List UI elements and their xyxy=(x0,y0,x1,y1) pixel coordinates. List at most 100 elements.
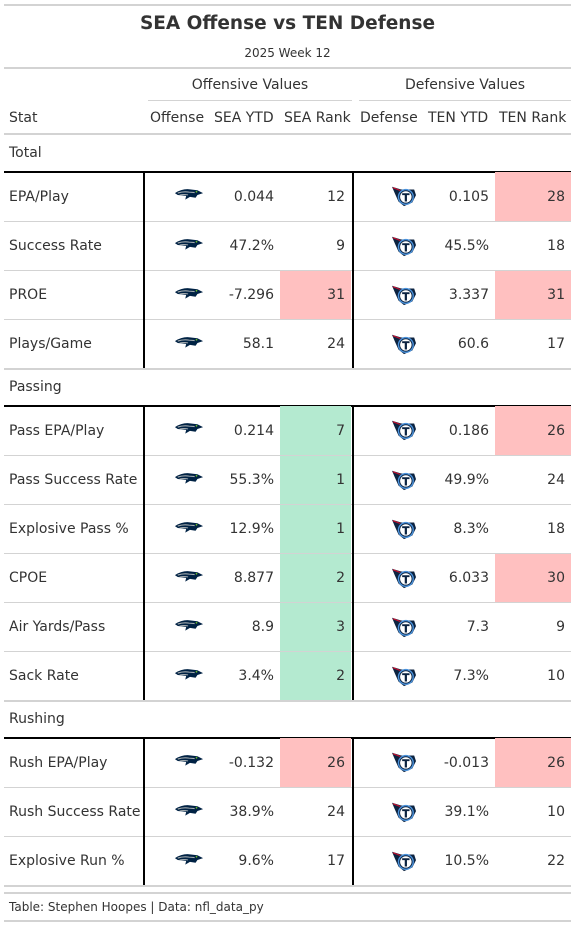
col-header-offense: Offense xyxy=(150,110,205,126)
ten-rank-value: 24 xyxy=(547,472,565,488)
stat-label: Success Rate xyxy=(9,238,102,254)
ten-ytd-value: 45.5% xyxy=(444,238,489,254)
offense-divider xyxy=(143,405,145,700)
titans-logo-icon xyxy=(390,418,418,442)
seahawks-logo-icon xyxy=(174,566,204,590)
offensive-values-spanner: Offensive Values xyxy=(191,77,309,93)
titans-logo-icon xyxy=(390,750,418,774)
ten-rank-value: 28 xyxy=(495,172,571,221)
seahawks-logo-icon xyxy=(174,517,204,541)
ten-ytd-value: 0.105 xyxy=(448,188,489,205)
sea-ytd-value: 55.3% xyxy=(229,472,274,488)
column-header-rule xyxy=(4,133,571,135)
titans-logo-icon xyxy=(390,849,418,873)
table-row: Rush EPA/Play -0.132 26 -0.013 26 xyxy=(4,738,571,787)
ten-ytd-value: 0.186 xyxy=(448,422,489,439)
table-row: Plays/Game 58.1 24 60.6 17 xyxy=(4,319,571,368)
offensive-spanner-line xyxy=(148,100,352,101)
sea-ytd-value: 8.877 xyxy=(233,570,274,586)
source-note: Table: Stephen Hoopes | Data: nfl_data_p… xyxy=(9,900,264,914)
ten-rank-value: 18 xyxy=(547,521,565,537)
sea-ytd-value: 8.9 xyxy=(251,619,274,635)
sea-rank-value: 7 xyxy=(280,406,351,455)
group-bottom-rule xyxy=(4,368,571,370)
stat-label: Pass EPA/Play xyxy=(9,422,105,439)
table-row: Air Yards/Pass 8.9 3 7.3 9 xyxy=(4,602,571,651)
table-row: PROE -7.296 31 3.337 31 xyxy=(4,270,571,319)
seahawks-logo-icon xyxy=(174,234,204,258)
group-bottom-rule xyxy=(4,700,571,702)
sea-ytd-value: 58.1 xyxy=(242,336,274,352)
group-bottom-rule xyxy=(4,885,571,887)
ten-ytd-value: 7.3 xyxy=(466,619,489,635)
titans-logo-icon xyxy=(390,234,418,258)
seahawks-logo-icon xyxy=(174,849,204,873)
table-row: Explosive Pass % 12.9% 1 8.3% 18 xyxy=(4,504,571,553)
table-row: Success Rate 47.2% 9 45.5% 18 xyxy=(4,221,571,270)
seahawks-logo-icon xyxy=(174,418,204,442)
table-row: Pass Success Rate 55.3% 1 49.9% 24 xyxy=(4,455,571,504)
col-header-ten-ytd: TEN YTD xyxy=(428,110,489,126)
titans-logo-icon xyxy=(390,664,418,688)
sea-rank-value: 1 xyxy=(280,505,351,553)
col-header-sea-ytd: SEA YTD xyxy=(214,110,274,126)
stat-label: Rush Success Rate xyxy=(9,804,141,820)
sea-rank-value: 24 xyxy=(327,804,345,820)
offense-divider xyxy=(143,737,145,885)
table-subtitle: 2025 Week 12 xyxy=(244,46,331,60)
sea-ytd-value: -0.132 xyxy=(228,754,274,771)
seahawks-logo-icon xyxy=(174,615,204,639)
sea-ytd-value: 0.044 xyxy=(233,188,274,205)
stat-label: Pass Success Rate xyxy=(9,472,138,488)
ten-ytd-value: 39.1% xyxy=(444,804,489,820)
table-row: CPOE 8.877 2 6.033 30 xyxy=(4,553,571,602)
titans-logo-icon xyxy=(390,332,418,356)
ten-rank-value: 10 xyxy=(547,668,565,684)
ten-rank-value: 10 xyxy=(547,804,565,820)
ten-ytd-value: 6.033 xyxy=(448,570,489,586)
ten-rank-value: 30 xyxy=(495,554,571,602)
group-label-passing: Passing xyxy=(9,379,62,395)
footer-top-rule xyxy=(4,892,571,894)
titans-logo-icon xyxy=(390,468,418,492)
titans-logo-icon xyxy=(390,517,418,541)
col-header-stat: Stat xyxy=(9,110,38,126)
ten-rank-value: 31 xyxy=(495,271,571,319)
ten-ytd-value: 3.337 xyxy=(448,287,489,303)
sea-rank-value: 2 xyxy=(280,652,351,700)
ten-rank-value: 17 xyxy=(547,336,565,352)
sea-rank-value: 3 xyxy=(280,603,351,651)
sea-ytd-value: 3.4% xyxy=(238,668,274,684)
ten-ytd-value: 49.9% xyxy=(444,472,489,488)
sea-ytd-value: 38.9% xyxy=(229,804,274,820)
seahawks-logo-icon xyxy=(174,468,204,492)
ten-ytd-value: -0.013 xyxy=(443,754,489,771)
sea-rank-value: 12 xyxy=(327,188,345,205)
ten-ytd-value: 7.3% xyxy=(453,668,489,684)
ten-rank-value: 26 xyxy=(495,406,571,455)
bottom-rule xyxy=(4,920,571,922)
seahawks-logo-icon xyxy=(174,800,204,824)
sea-ytd-value: 12.9% xyxy=(229,521,274,537)
stat-label: Explosive Run % xyxy=(9,853,125,869)
seahawks-logo-icon xyxy=(174,283,204,307)
stat-label: PROE xyxy=(9,287,48,303)
table-row: Explosive Run % 9.6% 17 10.5% 22 xyxy=(4,836,571,885)
defense-divider xyxy=(352,737,354,885)
stat-label: Explosive Pass % xyxy=(9,521,129,537)
sea-ytd-value: 47.2% xyxy=(229,238,274,254)
group-top-rule xyxy=(4,171,571,173)
stat-label: Air Yards/Pass xyxy=(9,619,106,635)
defense-divider xyxy=(352,405,354,700)
col-header-defense: Defense xyxy=(360,110,418,126)
stat-label: CPOE xyxy=(9,570,48,586)
stat-label: Sack Rate xyxy=(9,668,79,684)
table-row: Pass EPA/Play 0.214 7 0.186 26 xyxy=(4,406,571,455)
sea-rank-value: 1 xyxy=(280,456,351,504)
offense-divider xyxy=(143,171,145,368)
titans-logo-icon xyxy=(390,615,418,639)
sea-ytd-value: 0.214 xyxy=(233,422,274,439)
sea-rank-value: 2 xyxy=(280,554,351,602)
sea-rank-value: 9 xyxy=(336,238,345,254)
table-row: Sack Rate 3.4% 2 7.3% 10 xyxy=(4,651,571,700)
